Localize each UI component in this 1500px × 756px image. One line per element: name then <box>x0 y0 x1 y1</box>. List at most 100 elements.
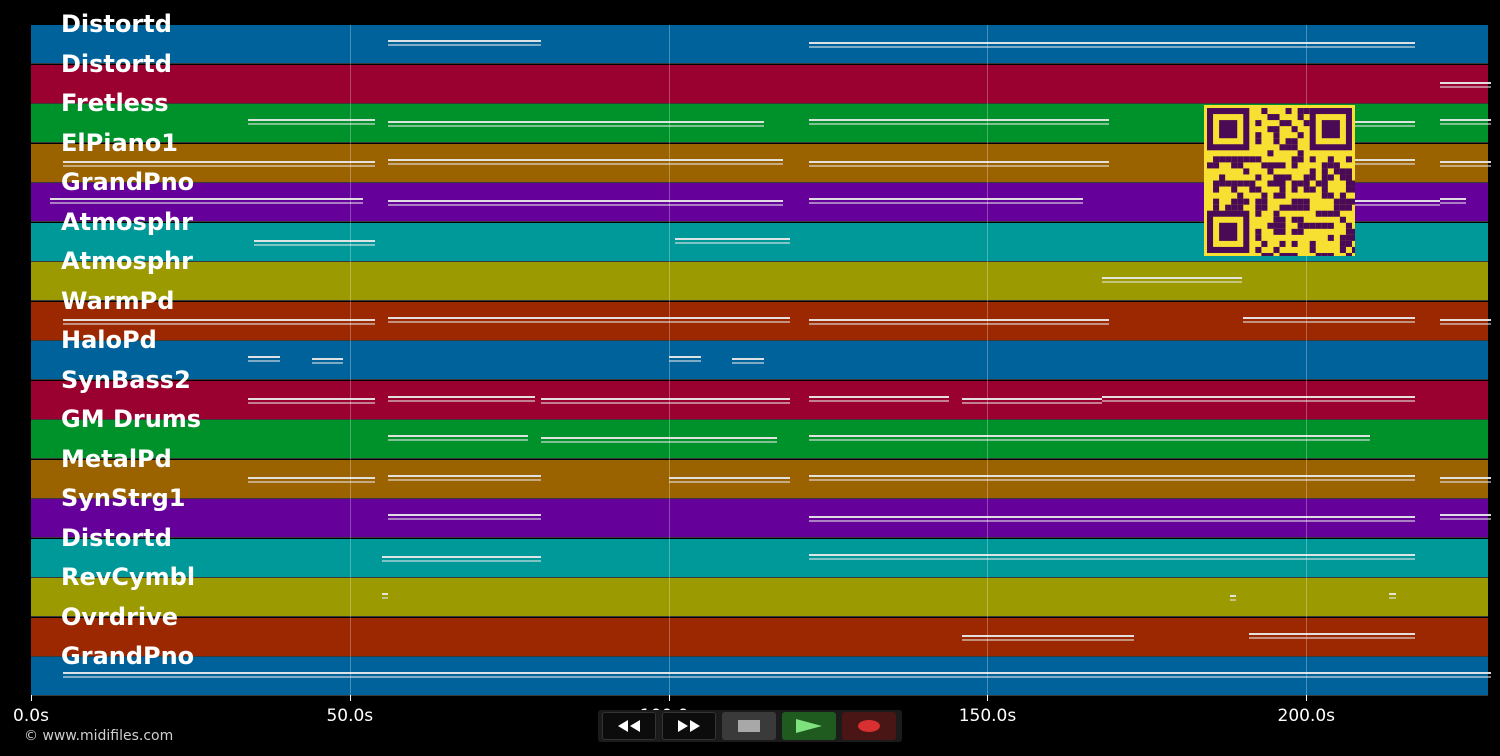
note-bar <box>1440 160 1492 163</box>
rewind-button[interactable] <box>602 712 656 740</box>
track-label: WarmPd <box>61 286 175 315</box>
tick-mark <box>31 695 32 701</box>
note-bar <box>808 318 1109 321</box>
track-lane <box>31 301 1492 341</box>
fast-forward-button[interactable] <box>662 712 716 740</box>
track-label: GrandPno <box>61 168 195 196</box>
note-bar <box>808 553 1415 556</box>
track-label: Distortd <box>61 49 172 78</box>
track-label: MetalPd <box>61 444 172 473</box>
note-bar <box>1440 123 1492 125</box>
fast-forward-icon <box>678 720 700 732</box>
note-bar <box>388 200 784 202</box>
track-label: GM Drums <box>61 405 202 433</box>
note-bar <box>62 322 376 325</box>
tick-mark <box>349 695 351 701</box>
note-bar <box>808 198 1084 200</box>
grid-line <box>349 25 351 695</box>
track-lane <box>31 538 1488 578</box>
grid-line <box>668 25 670 695</box>
note-bar <box>62 160 376 163</box>
note-bar <box>1440 318 1492 321</box>
tick-label: 150.0s <box>958 706 1017 726</box>
note-bar <box>381 593 389 595</box>
track-label: Distortd <box>61 10 172 38</box>
track-lane <box>31 459 1492 499</box>
tick-mark <box>1306 695 1308 701</box>
track-lane <box>31 657 1492 696</box>
track-lane <box>31 420 1488 459</box>
track-label: HaloPd <box>61 326 157 354</box>
note-bar <box>254 243 376 246</box>
track-label: ElPiano1 <box>61 128 178 157</box>
note-bar <box>808 164 1109 167</box>
track-lane <box>31 25 1488 64</box>
note-bar <box>388 40 542 42</box>
note-bar <box>381 597 389 599</box>
note-bar <box>808 123 1109 125</box>
grid-line <box>1306 25 1308 695</box>
track-label: Atmosphr <box>61 247 193 275</box>
stop-button[interactable] <box>722 712 776 740</box>
track-lane <box>31 341 1488 380</box>
note-bar <box>50 202 363 204</box>
note-bar <box>808 395 950 398</box>
note-bar <box>1440 164 1492 167</box>
note-bar <box>254 239 376 242</box>
note-bar <box>808 46 1415 48</box>
note-bar <box>1248 636 1415 639</box>
track-label: Fretless <box>61 89 169 117</box>
track-lane <box>31 617 1488 657</box>
note-bar <box>1440 514 1492 516</box>
note-bar <box>732 358 765 360</box>
track-lane <box>31 262 1488 301</box>
note-bar <box>541 401 790 404</box>
tick-mark <box>668 695 670 701</box>
note-bar <box>1102 399 1415 402</box>
play-button[interactable] <box>782 712 836 740</box>
note-bar <box>808 439 1371 441</box>
note-bar <box>388 320 790 323</box>
track-label: RevCymbl <box>61 563 196 591</box>
note-bar <box>808 119 1109 121</box>
note-bar <box>668 480 790 483</box>
note-bar <box>388 474 542 477</box>
track-label: Ovrdrive <box>61 602 179 631</box>
note-bar <box>388 439 529 441</box>
note-bar <box>1389 597 1396 599</box>
track-label: Distortd <box>61 523 172 552</box>
note-bar <box>1389 593 1396 595</box>
note-bar <box>247 397 376 400</box>
track-lane <box>31 578 1488 617</box>
copyright-text: © www.midifiles.com <box>24 728 174 744</box>
note-bar <box>808 322 1109 325</box>
note-bar <box>388 514 542 516</box>
note-bar <box>675 237 790 240</box>
note-bar <box>808 435 1371 437</box>
note-bar <box>381 559 542 562</box>
note-bar <box>311 358 344 360</box>
note-bar <box>388 121 765 123</box>
qr-code <box>1204 105 1359 260</box>
note-bar <box>541 397 790 400</box>
note-bar <box>50 198 363 200</box>
note-bar <box>1440 81 1492 84</box>
note-bar <box>668 360 701 362</box>
note-bar <box>247 356 280 358</box>
record-icon <box>858 720 880 732</box>
note-bar <box>1440 202 1466 204</box>
note-bar <box>1102 277 1243 279</box>
transport-controls <box>598 710 902 742</box>
note-bar <box>388 399 535 402</box>
stop-icon <box>738 720 760 732</box>
note-bar <box>388 435 529 437</box>
track-label: Atmosphr <box>61 207 193 236</box>
note-bar <box>1440 85 1492 88</box>
note-bar <box>808 160 1109 163</box>
note-bar <box>247 123 376 125</box>
record-button[interactable] <box>842 712 896 740</box>
note-bar <box>1229 595 1237 597</box>
note-bar <box>247 480 376 483</box>
note-bar <box>1102 281 1243 283</box>
note-bar <box>961 634 1135 637</box>
